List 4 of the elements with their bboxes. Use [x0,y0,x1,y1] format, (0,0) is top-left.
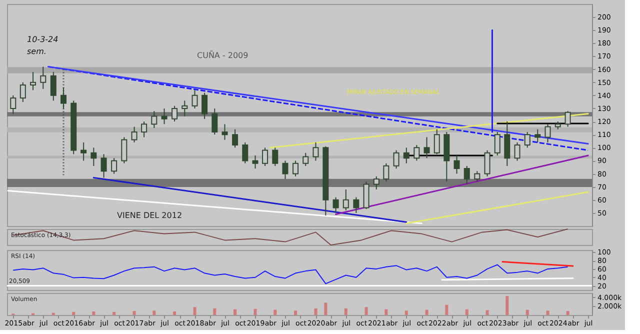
annotation: 10-3-24 [27,35,58,44]
annotation: VIENE DEL 2012 [117,211,182,220]
annotation: CUÑA - 2009 [197,50,248,60]
annotation: sem. [27,47,46,56]
